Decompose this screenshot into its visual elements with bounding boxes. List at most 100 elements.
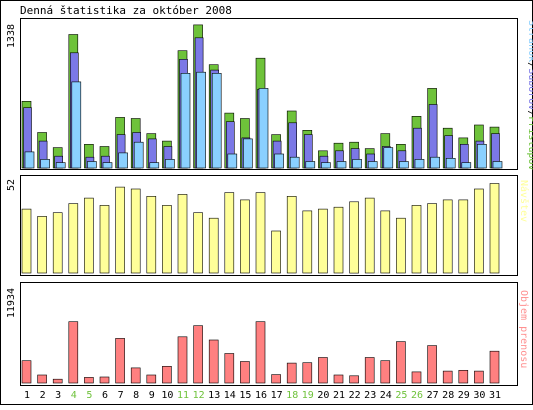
stranok-bar-day-22 <box>352 159 362 169</box>
day-label-18: 18 <box>286 390 298 401</box>
stranok-bar-day-3 <box>55 162 66 169</box>
stranok-bar-day-9 <box>149 162 160 169</box>
legend-item-1: Súborov <box>526 68 533 110</box>
stranok-bar-day-12 <box>196 71 206 169</box>
stranok-bar-day-6 <box>102 162 113 169</box>
stranok-bar-day-24 <box>383 147 394 169</box>
day-label-5: 5 <box>86 390 92 401</box>
navstev-bar-day-3 <box>52 212 63 274</box>
visits-panel: 52 Návštev <box>6 175 530 276</box>
stranok-bar-day-19 <box>305 161 316 169</box>
navstev-bar-day-28 <box>442 199 453 274</box>
legend-item-0: Stránok <box>526 20 533 62</box>
stranok-bar-day-15 <box>243 138 253 169</box>
prenos-bar-day-8 <box>130 367 141 384</box>
prenos-bar-day-7 <box>115 338 125 384</box>
stranok-bar-day-16 <box>258 88 269 169</box>
prenos-bar-day-16 <box>255 321 266 384</box>
day-label-17: 17 <box>271 390 283 401</box>
stranok-bar-day-8 <box>133 141 144 169</box>
day-label-27: 27 <box>427 390 439 401</box>
stranok-bar-day-2 <box>40 159 50 169</box>
day-label-25: 25 <box>395 390 407 401</box>
stranok-bar-day-17 <box>274 153 284 169</box>
prenos-bar-day-25 <box>396 341 406 384</box>
prenos-bar-day-19 <box>302 362 313 384</box>
prenos-bar-day-5 <box>84 377 94 384</box>
day-label-19: 19 <box>302 390 314 401</box>
stranok-bar-day-27 <box>430 156 440 169</box>
navstev-bar-day-15 <box>240 199 250 274</box>
day-label-29: 29 <box>458 390 470 401</box>
stranok-bar-day-28 <box>445 158 456 169</box>
navstev-bar-day-7 <box>115 186 125 274</box>
prenos-bar-day-30 <box>474 370 484 384</box>
stranok-bar-day-30 <box>477 144 487 169</box>
prenos-bar-day-11 <box>177 336 188 384</box>
navstev-bar-day-24 <box>380 210 391 274</box>
day-label-13: 13 <box>208 390 220 401</box>
visits-legend: Návštev <box>518 180 530 222</box>
day-label-10: 10 <box>161 390 173 401</box>
stranok-bar-day-11 <box>180 73 191 169</box>
navstev-bar-day-17 <box>271 230 281 274</box>
prenos-bar-day-4 <box>68 321 79 384</box>
stranok-bar-day-20 <box>321 162 331 169</box>
prenos-bar-day-15 <box>240 361 250 384</box>
prenos-bar-day-24 <box>380 360 391 384</box>
navstev-bar-day-1 <box>21 208 32 274</box>
day-label-30: 30 <box>473 390 485 401</box>
navstev-bar-day-2 <box>37 216 47 274</box>
day-label-28: 28 <box>442 390 454 401</box>
stranok-bar-day-25 <box>399 161 409 169</box>
prenos-bar-day-21 <box>333 374 344 384</box>
prenos-bar-day-28 <box>442 370 453 384</box>
day-label-21: 21 <box>333 390 345 401</box>
stranok-bar-day-5 <box>87 161 97 169</box>
day-axis-labels: 1 2 3 4 5 6 7 8 9 10 11 12 13 14 15 16 17 18 19 20 21 22 23 24 2… <box>24 390 501 401</box>
day-label-14: 14 <box>224 390 236 401</box>
prenos-bar-day-12 <box>193 325 203 384</box>
navstev-bar-day-14 <box>224 192 235 274</box>
stranok-bar-day-10 <box>165 159 175 169</box>
prenos-bar-day-10 <box>162 365 172 384</box>
navstev-bar-day-26 <box>411 205 422 274</box>
navstev-bar-day-25 <box>396 217 406 274</box>
stranok-bar-day-18 <box>289 156 300 169</box>
navstev-bar-day-23 <box>364 197 375 274</box>
navstev-bar-day-8 <box>130 188 141 274</box>
navstev-bar-day-11 <box>177 194 188 274</box>
prenos-bar-day-13 <box>208 339 219 384</box>
day-label-3: 3 <box>55 390 61 401</box>
prenos-bar-day-3 <box>52 378 63 384</box>
navstev-bar-day-6 <box>99 205 110 274</box>
hits-ymax-label: 1338 <box>6 24 17 48</box>
day-label-8: 8 <box>133 390 139 401</box>
bandwidth-panel-frame <box>20 282 518 386</box>
stranok-bar-day-1 <box>24 151 35 169</box>
visits-ymax-label: 52 <box>6 179 17 191</box>
prenos-bar-day-31 <box>489 350 500 384</box>
hits-panel: 1338 Stránok/Súborov/Prístupov <box>6 18 533 171</box>
navstev-bar-day-19 <box>302 210 313 274</box>
day-label-11: 11 <box>177 390 189 401</box>
prenos-bar-day-27 <box>427 345 437 384</box>
bandwidth-legend: Objem prenosu <box>518 290 529 368</box>
bandwidth-ymax-label: 11934 <box>6 288 17 318</box>
navstev-bar-day-4 <box>68 203 79 274</box>
stranok-bar-day-14 <box>227 153 238 169</box>
prenos-bar-day-29 <box>458 369 469 384</box>
prenos-bar-day-18 <box>286 362 297 384</box>
stranok-bar-day-13 <box>211 73 222 169</box>
day-label-24: 24 <box>380 390 392 401</box>
prenos-bar-day-14 <box>224 353 235 384</box>
day-label-2: 2 <box>40 390 46 401</box>
day-label-1: 1 <box>24 390 30 401</box>
stranok-bar-day-7 <box>118 152 128 169</box>
navstev-bar-day-29 <box>458 199 469 274</box>
navstev-bar-day-9 <box>146 196 157 274</box>
navstev-bar-day-27 <box>427 203 437 274</box>
day-label-31: 31 <box>489 390 501 401</box>
